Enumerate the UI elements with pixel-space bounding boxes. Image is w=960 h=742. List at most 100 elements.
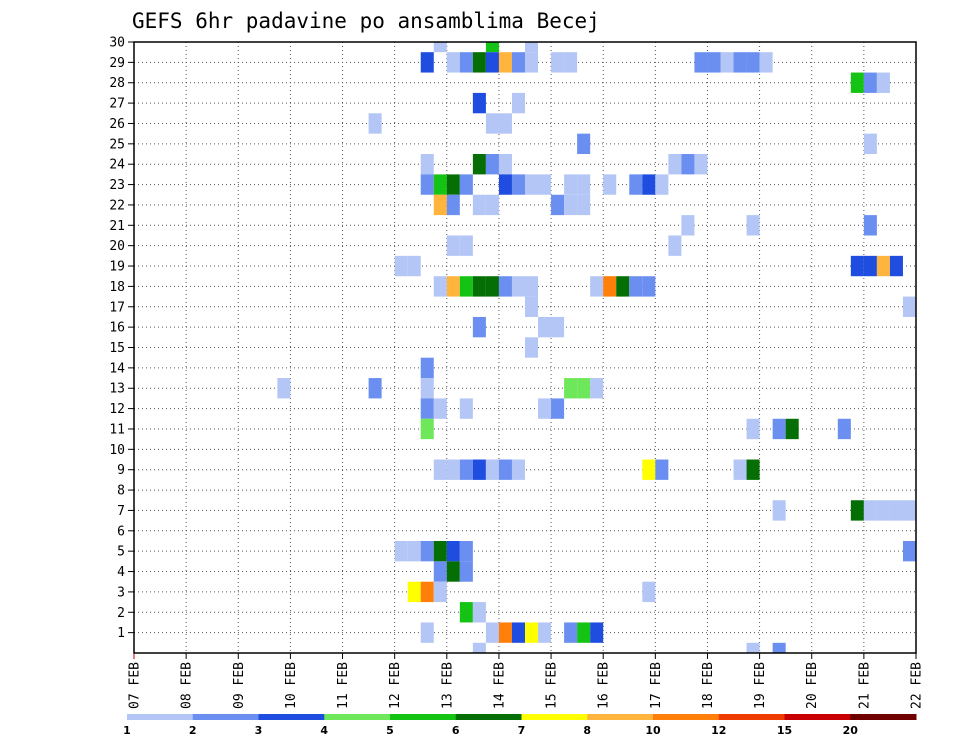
ensemble-cell	[876, 500, 890, 521]
ensemble-cell	[511, 459, 525, 480]
x-tick-label: 08 FEB	[180, 662, 195, 709]
y-tick-label: 27	[109, 97, 125, 112]
ensemble-cell	[446, 235, 460, 256]
colorbar-swatch	[192, 714, 259, 720]
ensemble-cell	[681, 215, 695, 236]
ensemble-cell	[564, 622, 578, 643]
colorbar-swatch	[587, 714, 654, 720]
ensemble-cell	[772, 418, 786, 440]
ensemble-cell	[472, 459, 486, 480]
ensemble-cell	[746, 215, 760, 236]
ensemble-cell	[902, 500, 916, 521]
ensemble-cell	[564, 194, 578, 216]
ensemble-cell	[511, 174, 525, 195]
ensemble-cell	[394, 255, 408, 277]
colorbar-label: 10	[645, 724, 661, 737]
ensemble-cell	[472, 276, 486, 297]
ensemble-cell	[525, 337, 539, 358]
ensemble-cell	[590, 622, 604, 643]
y-tick-label: 12	[109, 402, 125, 417]
y-tick-label: 29	[109, 56, 125, 71]
colorbar-swatch	[718, 714, 785, 720]
ensemble-cell	[577, 133, 591, 155]
ensemble-cell	[446, 561, 460, 582]
colorbar-swatch	[653, 714, 720, 720]
ensemble-cell	[720, 52, 734, 73]
ensemble-cell	[837, 418, 851, 440]
y-axis: 1234567891011121314151617181920212223242…	[109, 36, 134, 641]
ensemble-cell	[603, 174, 617, 195]
ensemble-cell	[629, 174, 643, 195]
ensemble-cell	[498, 174, 512, 195]
ensemble-cell	[590, 276, 604, 297]
y-tick-label: 18	[109, 280, 125, 295]
x-tick-label: 13 FEB	[440, 662, 455, 709]
ensemble-cell	[551, 194, 565, 216]
ensemble-cell	[433, 194, 447, 216]
x-axis: 07 FEB 08 FEB 09 FEB 10 FEB 11 FEB 12 FEB 13 F…	[128, 653, 925, 709]
ensemble-cell	[577, 194, 591, 216]
ensemble-cell	[850, 500, 864, 521]
y-tick-label: 6	[117, 524, 125, 539]
ensemble-cell	[850, 255, 864, 277]
ensemble-cell	[433, 540, 447, 562]
ensemble-cell	[511, 622, 525, 643]
ensemble-cell	[407, 540, 421, 562]
ensemble-cell	[642, 276, 656, 297]
ensemble-cell	[420, 398, 434, 419]
ensemble-cell	[446, 540, 460, 562]
y-tick-label: 4	[117, 565, 125, 580]
colorbar-label: 1	[123, 724, 131, 737]
ensemble-cell	[433, 459, 447, 480]
colorbar-swatch	[127, 714, 194, 720]
ensemble-cell	[459, 540, 473, 562]
ensemble-cell	[511, 92, 525, 114]
ensemble-cell	[420, 154, 434, 175]
ensemble-cell	[577, 378, 591, 399]
ensemble-cell	[420, 418, 434, 440]
ensemble-cell	[420, 52, 434, 73]
ensemble-cell	[538, 174, 552, 195]
ensemble-cell	[564, 52, 578, 73]
colorbar-label: 15	[777, 724, 792, 737]
ensemble-cell	[746, 418, 760, 440]
ensemble-cell	[459, 398, 473, 419]
y-tick-label: 13	[109, 382, 125, 397]
ensemble-cell	[525, 622, 539, 643]
ensemble-cell	[485, 52, 499, 73]
ensemble-cell	[863, 255, 877, 277]
ensemble-cell	[733, 52, 747, 73]
ensemble-cell	[538, 316, 552, 338]
y-tick-label: 24	[109, 158, 125, 173]
ensemble-cell	[785, 418, 799, 440]
ensemble-cell	[525, 174, 539, 195]
ensemble-cell	[459, 174, 473, 195]
y-tick-label: 23	[109, 178, 125, 193]
ensemble-cell	[707, 52, 721, 73]
ensemble-cell	[420, 174, 434, 195]
ensemble-cells	[277, 42, 916, 653]
ensemble-cell	[655, 459, 669, 480]
ensemble-cell	[746, 459, 760, 480]
ensemble-cell	[498, 154, 512, 175]
x-tick-label: 18 FEB	[701, 662, 716, 709]
colorbar-label: 6	[452, 724, 460, 737]
x-tick-label: 21 FEB	[857, 662, 872, 709]
ensemble-cell	[446, 52, 460, 73]
ensemble-cell	[498, 113, 512, 134]
ensemble-cell	[746, 52, 760, 73]
ensemble-cell	[863, 72, 877, 93]
ensemble-cell	[433, 581, 447, 603]
y-tick-label: 26	[109, 117, 125, 132]
ensemble-cell	[368, 113, 382, 134]
y-tick-label: 16	[109, 321, 125, 336]
y-tick-label: 5	[117, 545, 125, 560]
ensemble-cell	[538, 398, 552, 419]
ensemble-cell	[577, 174, 591, 195]
ensemble-cell	[472, 316, 486, 338]
ensemble-cell	[694, 52, 708, 73]
ensemble-cell	[472, 52, 486, 73]
ensemble-cell	[459, 235, 473, 256]
ensemble-cell	[681, 154, 695, 175]
ensemble-cell	[420, 622, 434, 643]
